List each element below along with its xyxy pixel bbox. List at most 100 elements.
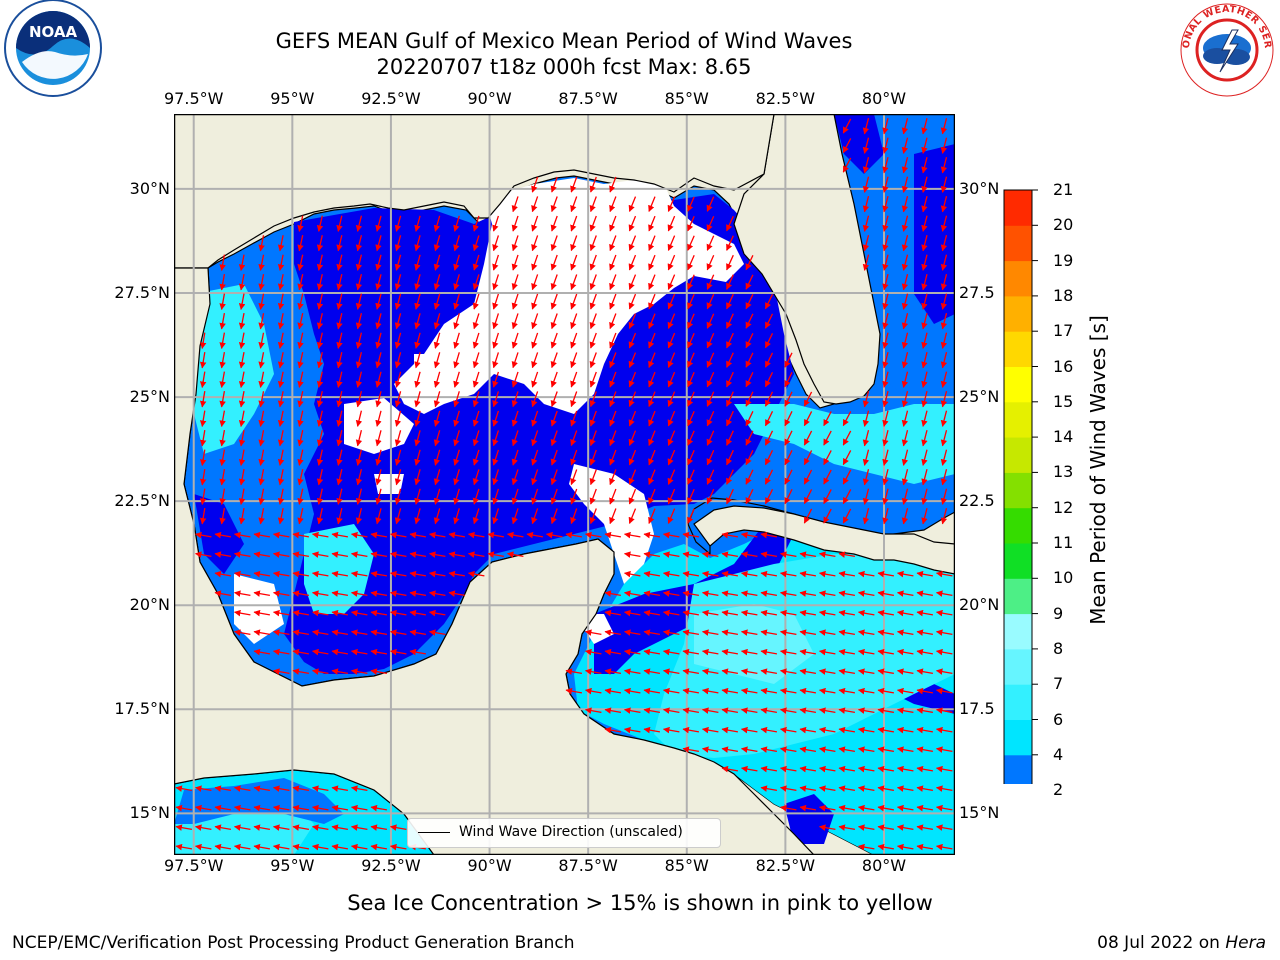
wind-arrow bbox=[355, 254, 363, 271]
wind-arrow bbox=[292, 804, 310, 812]
wind-arrow bbox=[764, 430, 774, 446]
wind-arrow bbox=[706, 430, 715, 446]
wind-arrow bbox=[297, 352, 304, 369]
wind-arrow bbox=[350, 629, 368, 636]
wind-arrow bbox=[453, 274, 460, 291]
wind-arrow bbox=[511, 332, 519, 349]
wind-arrow bbox=[350, 785, 368, 792]
wind-arrow bbox=[253, 531, 271, 539]
wind-arrow bbox=[589, 196, 597, 213]
wind-arrow bbox=[316, 430, 324, 447]
wind-arrow bbox=[628, 352, 637, 369]
wind-arrow bbox=[916, 785, 934, 792]
wind-arrow bbox=[701, 648, 719, 656]
wind-arrow bbox=[706, 254, 715, 271]
wind-arrow bbox=[921, 508, 928, 525]
wind-arrow bbox=[253, 629, 271, 636]
wind-arrow bbox=[589, 313, 597, 330]
wind-arrow bbox=[901, 313, 909, 330]
wind-arrow bbox=[492, 469, 500, 486]
wind-arrow bbox=[667, 410, 676, 427]
colorbar-segment bbox=[1004, 225, 1032, 262]
wind-arrow bbox=[643, 629, 661, 636]
wind-arrow bbox=[570, 371, 578, 388]
wind-arrow bbox=[628, 508, 637, 525]
wind-arrow bbox=[940, 508, 948, 525]
wind-arrow bbox=[453, 215, 460, 232]
colorbar-tick-label: 21 bbox=[1053, 180, 1074, 199]
wind-arrow bbox=[194, 824, 212, 831]
wind-arrow bbox=[394, 352, 402, 369]
wind-arrow bbox=[297, 215, 304, 232]
lon-tick-top: 97.5°W bbox=[163, 89, 224, 108]
wind-arrow bbox=[916, 687, 934, 695]
wind-arrow bbox=[838, 765, 856, 773]
wind-arrow bbox=[745, 294, 754, 310]
colorbar-tick-label: 18 bbox=[1053, 285, 1074, 305]
wind-arrow bbox=[862, 235, 870, 252]
wind-arrow bbox=[779, 570, 797, 578]
colorbar-tick-label: 8 bbox=[1053, 638, 1064, 658]
wind-arrow bbox=[921, 391, 928, 408]
wind-arrow bbox=[531, 293, 539, 310]
wind-arrow bbox=[433, 274, 441, 291]
wind-arrow bbox=[609, 410, 617, 427]
wind-arrow bbox=[453, 371, 460, 388]
wind-arrow bbox=[336, 508, 343, 525]
wind-arrow bbox=[238, 468, 246, 486]
wind-arrow bbox=[862, 508, 870, 525]
wind-arrow bbox=[682, 648, 700, 656]
wind-arrow bbox=[935, 648, 953, 656]
wind-arrow bbox=[472, 391, 480, 408]
wind-arrow bbox=[297, 274, 304, 291]
lon-tick-top: 85°W bbox=[664, 89, 709, 108]
wind-arrow bbox=[779, 804, 797, 812]
wind-arrow bbox=[901, 274, 909, 291]
wind-arrow bbox=[238, 429, 246, 447]
wind-arrow bbox=[779, 687, 797, 695]
wind-arrow bbox=[511, 254, 519, 271]
wind-arrow bbox=[219, 332, 226, 350]
legend-label: Wind Wave Direction (unscaled) bbox=[459, 824, 683, 840]
wind-arrow bbox=[531, 410, 539, 427]
wind-arrow bbox=[297, 410, 304, 427]
wind-arrow bbox=[901, 235, 909, 252]
wind-arrow bbox=[375, 488, 382, 505]
legend-line-icon bbox=[418, 832, 450, 833]
wind-arrow bbox=[701, 570, 719, 578]
wind-arrow bbox=[921, 469, 928, 486]
wind-arrow bbox=[687, 352, 695, 368]
wind-arrow bbox=[219, 410, 226, 428]
lon-tick-top: 90°W bbox=[467, 89, 512, 108]
wind-arrow bbox=[628, 293, 637, 310]
wind-arrow bbox=[565, 687, 583, 695]
wind-arrow bbox=[838, 746, 856, 753]
wind-arrow bbox=[570, 274, 578, 291]
wind-arrow bbox=[258, 254, 265, 271]
wind-arrow bbox=[414, 332, 421, 349]
wind-arrow bbox=[896, 687, 914, 695]
wind-arrow bbox=[199, 468, 207, 486]
colorbar-tick-label: 10 bbox=[1053, 568, 1074, 588]
colorbar-tick-label: 15 bbox=[1053, 391, 1074, 411]
wind-arrow bbox=[472, 254, 480, 271]
wind-arrow bbox=[550, 176, 558, 193]
wind-arrow bbox=[394, 430, 402, 447]
wind-arrow bbox=[277, 274, 285, 291]
wind-arrow bbox=[350, 551, 368, 558]
wind-arrow bbox=[842, 138, 852, 154]
wind-arrow bbox=[896, 629, 914, 636]
lon-tick-top: 95°W bbox=[270, 89, 315, 108]
wind-arrow bbox=[667, 352, 676, 368]
wind-arrow bbox=[350, 804, 368, 812]
wind-arrow bbox=[370, 551, 388, 558]
wind-arrow bbox=[467, 570, 485, 578]
wind-arrow bbox=[643, 648, 661, 656]
wind-arrow bbox=[916, 726, 934, 734]
colorbar-tick-label: 9 bbox=[1053, 603, 1064, 623]
wind-arrow bbox=[258, 469, 265, 486]
wind-arrow bbox=[682, 629, 700, 636]
wind-arrow bbox=[219, 371, 226, 389]
wind-arrow bbox=[823, 411, 832, 427]
wind-arrow bbox=[433, 352, 441, 369]
